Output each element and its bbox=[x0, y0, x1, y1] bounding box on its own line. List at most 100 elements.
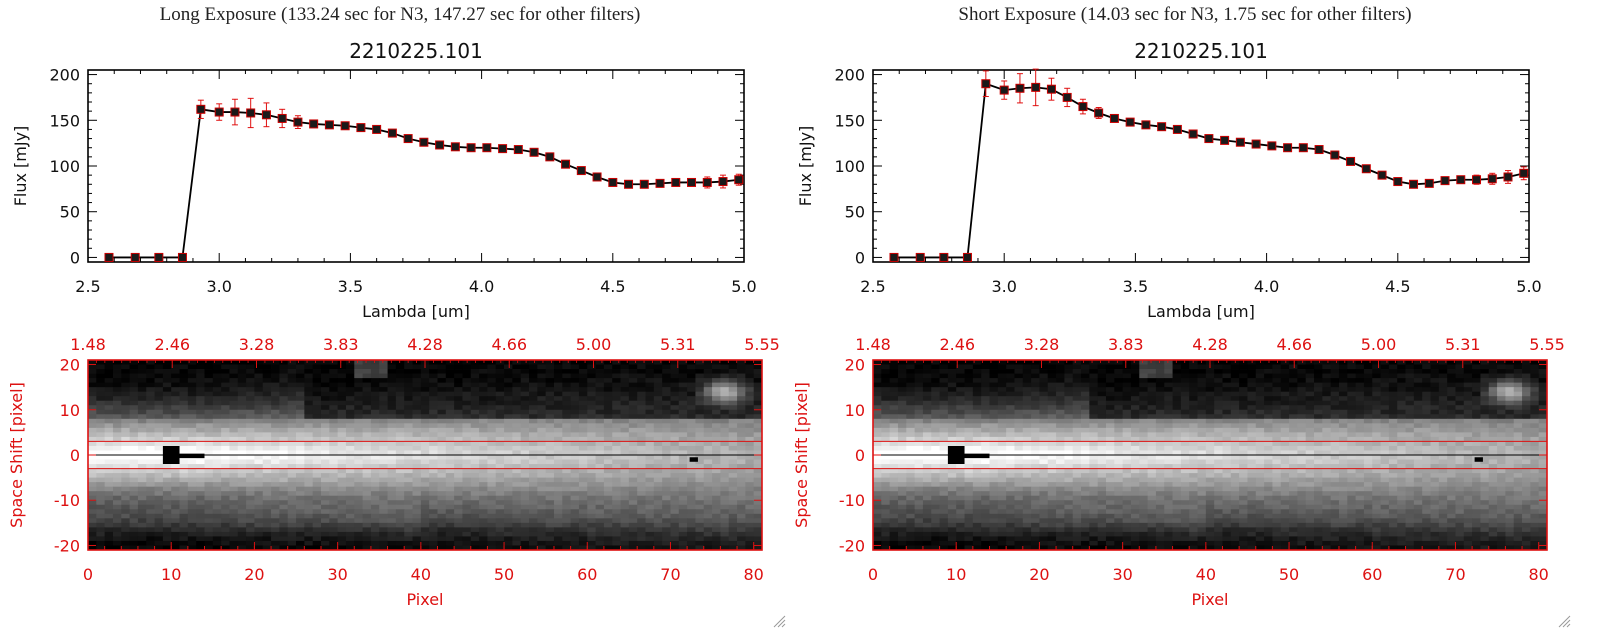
data-point bbox=[1298, 143, 1308, 153]
data-point bbox=[1424, 178, 1434, 188]
y-tick-label: 20 bbox=[60, 356, 80, 375]
data-point bbox=[482, 143, 492, 153]
top-tick-label: 4.66 bbox=[491, 335, 527, 354]
data-point bbox=[450, 142, 460, 152]
data-point bbox=[1330, 150, 1340, 160]
data-point bbox=[1393, 177, 1403, 187]
data-point bbox=[277, 113, 287, 123]
x-tick-label: 80 bbox=[743, 565, 763, 584]
data-point bbox=[356, 123, 366, 133]
y-tick-label: 50 bbox=[845, 203, 865, 222]
data-point bbox=[962, 252, 972, 262]
y-axis-label: Space Shift [pixel] bbox=[792, 382, 811, 528]
top-tick-label: 4.28 bbox=[1192, 335, 1228, 354]
y-tick-label: 50 bbox=[60, 203, 80, 222]
x-tick-label: 10 bbox=[161, 565, 181, 584]
data-point bbox=[1125, 117, 1135, 127]
x-tick-label: 50 bbox=[1279, 565, 1299, 584]
x-tick-label: 4.0 bbox=[1254, 277, 1279, 296]
x-tick-label: 80 bbox=[1528, 565, 1548, 584]
top-tick-label: 1.48 bbox=[855, 335, 891, 354]
panel-title: Long Exposure (133.24 sec for N3, 147.27… bbox=[159, 4, 641, 25]
spectral-image bbox=[873, 360, 1548, 551]
data-point bbox=[246, 108, 256, 118]
resize-grip-icon[interactable] bbox=[1557, 614, 1571, 628]
data-point bbox=[999, 85, 1009, 95]
data-point bbox=[718, 177, 728, 187]
data-point bbox=[1031, 82, 1041, 92]
data-point bbox=[1440, 176, 1450, 186]
data-point bbox=[1235, 137, 1245, 147]
data-point bbox=[1267, 141, 1277, 151]
top-tick-label: 2.46 bbox=[154, 335, 190, 354]
data-point bbox=[939, 252, 949, 262]
x-tick-label: 3.5 bbox=[1123, 277, 1148, 296]
x-tick-label: 0 bbox=[868, 565, 878, 584]
dead-pixel bbox=[1474, 457, 1483, 462]
x-tick-label: 40 bbox=[1196, 565, 1216, 584]
data-point bbox=[1377, 170, 1387, 180]
data-point bbox=[1141, 120, 1151, 130]
data-point bbox=[130, 252, 140, 262]
data-point bbox=[1472, 175, 1482, 185]
data-point bbox=[177, 252, 187, 262]
panel-short-exposure: Short Exposure (14.03 sec for N3, 1.75 s… bbox=[785, 0, 1585, 630]
data-point bbox=[1487, 174, 1497, 184]
data-point bbox=[293, 117, 303, 127]
data-point bbox=[981, 79, 991, 89]
top-tick-label: 2.46 bbox=[939, 335, 975, 354]
data-point bbox=[702, 177, 712, 187]
y-tick-label: 200 bbox=[834, 66, 865, 85]
y-axis-label: Flux [mJy] bbox=[11, 126, 30, 207]
chart-title: 2210225.101 bbox=[349, 39, 483, 63]
x-tick-label: 30 bbox=[1112, 565, 1132, 584]
top-tick-label: 4.28 bbox=[407, 335, 443, 354]
data-point bbox=[340, 121, 350, 131]
data-point bbox=[671, 177, 681, 187]
data-point bbox=[1251, 139, 1261, 149]
data-point bbox=[529, 147, 539, 157]
top-tick-label: 1.48 bbox=[70, 335, 106, 354]
data-point bbox=[230, 107, 240, 117]
data-point bbox=[1015, 83, 1025, 93]
data-point bbox=[915, 252, 925, 262]
chart-title: 2210225.101 bbox=[1134, 39, 1268, 63]
resize-grip-icon[interactable] bbox=[772, 614, 786, 628]
y-tick-label: 10 bbox=[845, 401, 865, 420]
data-point bbox=[1157, 122, 1167, 132]
top-tick-label: 3.28 bbox=[239, 335, 275, 354]
top-tick-label: 5.00 bbox=[576, 335, 612, 354]
x-tick-label: 4.5 bbox=[600, 277, 625, 296]
data-point bbox=[1094, 108, 1104, 118]
plot-frame bbox=[872, 69, 1530, 263]
spectral-image bbox=[88, 360, 763, 551]
data-point bbox=[513, 145, 523, 155]
y-tick-label: -10 bbox=[54, 491, 80, 510]
y-tick-label: 100 bbox=[834, 157, 865, 176]
x-tick-label: 5.0 bbox=[1516, 277, 1541, 296]
plot-frame bbox=[87, 69, 745, 263]
top-tick-label: 5.31 bbox=[660, 335, 696, 354]
x-tick-label: 60 bbox=[1362, 565, 1382, 584]
data-point bbox=[1078, 102, 1088, 112]
y-tick-label: -10 bbox=[839, 491, 865, 510]
x-tick-label: 3.5 bbox=[338, 277, 363, 296]
x-tick-label: 10 bbox=[946, 565, 966, 584]
top-tick-label: 5.55 bbox=[1529, 335, 1565, 354]
data-point bbox=[309, 119, 319, 129]
top-tick-label: 4.66 bbox=[1276, 335, 1312, 354]
panel-title: Short Exposure (14.03 sec for N3, 1.75 s… bbox=[958, 4, 1412, 25]
data-point bbox=[1409, 179, 1419, 189]
x-tick-label: 2.5 bbox=[75, 277, 100, 296]
x-tick-label: 30 bbox=[327, 565, 347, 584]
y-tick-label: -20 bbox=[54, 536, 80, 555]
top-tick-label: 3.28 bbox=[1024, 335, 1060, 354]
top-tick-label: 5.31 bbox=[1445, 335, 1481, 354]
x-tick-label: 0 bbox=[83, 565, 93, 584]
data-point bbox=[734, 175, 744, 185]
y-tick-label: 150 bbox=[49, 111, 80, 130]
x-axis-label: Lambda [um] bbox=[1147, 302, 1255, 321]
y-tick-label: 10 bbox=[60, 401, 80, 420]
data-point bbox=[324, 120, 334, 130]
